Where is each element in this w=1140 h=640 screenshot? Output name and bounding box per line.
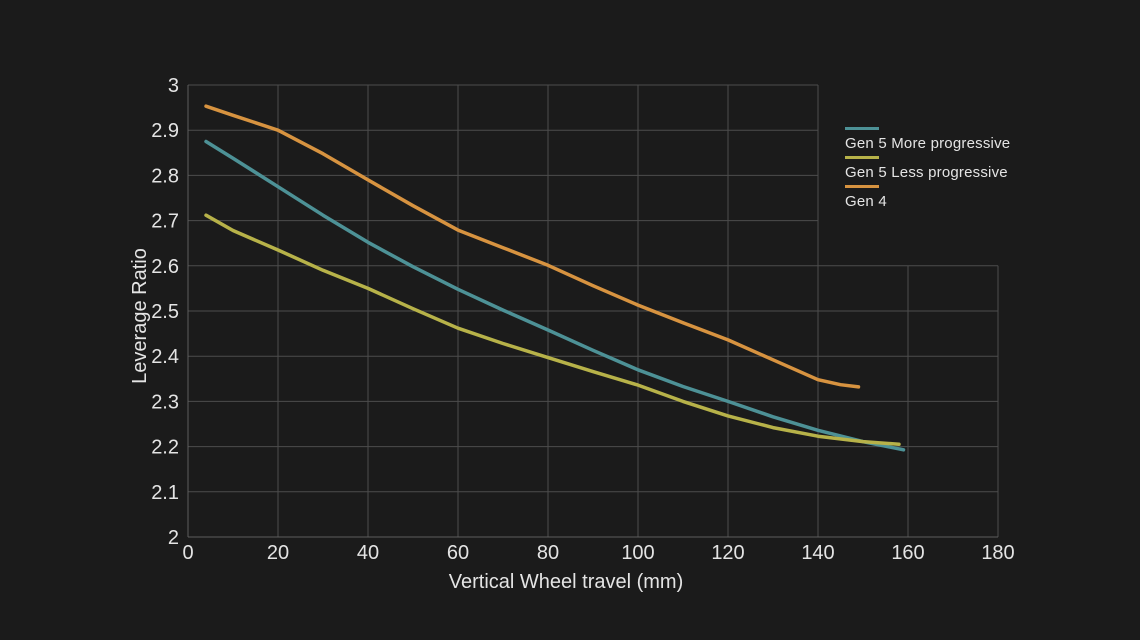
- x-tick-label: 80: [537, 542, 559, 564]
- x-tick-label: 40: [357, 542, 379, 564]
- chart-legend: Gen 5 More progressive Gen 5 Less progres…: [845, 127, 1010, 214]
- x-tick-label: 60: [447, 542, 469, 564]
- legend-item-gen-4: Gen 4: [845, 185, 1010, 209]
- legend-label-gen-4: Gen 4: [845, 193, 887, 210]
- y-tick-label: 2.6: [151, 256, 179, 278]
- x-tick-label: 0: [182, 542, 193, 564]
- y-tick-label: 2.4: [151, 346, 179, 368]
- x-tick-label: 100: [621, 542, 654, 564]
- legend-label-gen-5-less-progressive: Gen 5 Less progressive: [845, 164, 1008, 181]
- y-tick-label: 2.3: [151, 391, 179, 413]
- y-tick-label: 2: [168, 527, 179, 549]
- x-axis-label: Vertical Wheel travel (mm): [449, 571, 684, 593]
- y-tick-label: 2.2: [151, 437, 179, 459]
- legend-swatch-gen-5-less-progressive: [845, 156, 879, 159]
- legend-label-gen-5-more-progressive: Gen 5 More progressive: [845, 135, 1011, 152]
- y-tick-label: 3: [168, 75, 179, 97]
- legend-item-gen-5-less-progressive: Gen 5 Less progressive: [845, 156, 1010, 180]
- x-tick-label: 180: [981, 542, 1014, 564]
- x-tick-label: 120: [711, 542, 744, 564]
- y-tick-label: 2.9: [151, 120, 179, 142]
- y-tick-label: 2.1: [151, 482, 179, 504]
- y-tick-label: 2.8: [151, 165, 179, 187]
- legend-item-gen-5-more-progressive: Gen 5 More progressive: [845, 127, 1010, 151]
- y-axis-label: Leverage Ratio: [129, 248, 151, 384]
- legend-swatch-gen-4: [845, 185, 879, 188]
- x-tick-label: 160: [891, 542, 924, 564]
- x-tick-label: 140: [801, 542, 834, 564]
- x-tick-label: 20: [267, 542, 289, 564]
- series-line-gen-5-more-progressive: [204, 139, 906, 452]
- y-tick-label: 2.5: [151, 301, 179, 323]
- series-line-gen-4: [204, 104, 861, 389]
- legend-swatch-gen-5-more-progressive: [845, 127, 879, 130]
- y-tick-label: 2.7: [151, 211, 179, 233]
- series-line-gen-5-less-progressive: [204, 213, 901, 447]
